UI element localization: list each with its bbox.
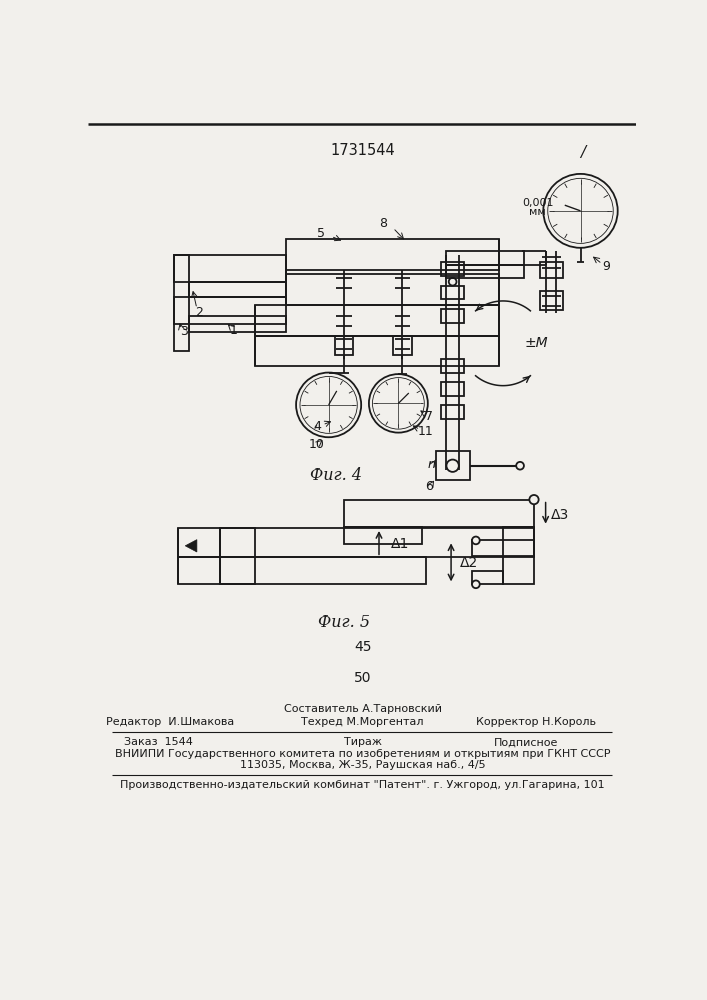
Bar: [446, 265, 524, 278]
Bar: [441, 405, 464, 419]
Bar: [220, 557, 426, 584]
Text: Δ2: Δ2: [460, 556, 479, 570]
Bar: [286, 239, 499, 270]
Bar: [255, 336, 499, 366]
Text: Редактор  И.Шмакова: Редактор И.Шмакова: [105, 717, 234, 727]
Bar: [441, 309, 464, 323]
Bar: [344, 500, 534, 527]
Text: 6: 6: [426, 480, 433, 493]
Bar: [540, 262, 563, 278]
Text: 0,001: 0,001: [522, 198, 554, 208]
Text: Техред М.Моргентал: Техред М.Моргентал: [301, 717, 424, 727]
Bar: [503, 527, 534, 584]
Circle shape: [530, 495, 539, 504]
Bar: [255, 305, 499, 336]
Text: 11: 11: [418, 425, 433, 438]
Text: Фиг. 4: Фиг. 4: [310, 467, 363, 484]
Bar: [344, 527, 421, 544]
Text: n: n: [428, 458, 436, 471]
Bar: [189, 316, 286, 332]
Text: 1731544: 1731544: [330, 143, 395, 158]
Circle shape: [446, 460, 459, 472]
Bar: [286, 274, 499, 305]
Bar: [441, 359, 464, 373]
Text: Δ1: Δ1: [391, 536, 409, 550]
Bar: [174, 255, 189, 351]
Bar: [446, 251, 524, 265]
Bar: [436, 451, 470, 480]
Text: 50: 50: [354, 671, 371, 685]
Bar: [441, 262, 464, 276]
Text: Составитель А.Тарновский: Составитель А.Тарновский: [284, 704, 442, 714]
Text: Производственно-издательский комбинат "Патент". г. Ужгород, ул.Гагарина, 101: Производственно-издательский комбинат "П…: [120, 780, 605, 790]
Text: 9: 9: [602, 260, 610, 273]
Bar: [441, 286, 464, 299]
Circle shape: [472, 537, 480, 544]
Text: 1: 1: [230, 324, 238, 337]
Bar: [177, 528, 255, 557]
Bar: [393, 336, 411, 355]
Circle shape: [449, 278, 457, 286]
Text: Тираж: Тираж: [344, 737, 382, 747]
Text: /: /: [580, 145, 585, 160]
Text: ВНИИПИ Государственного комитета по изобретениям и открытиям при ГКНТ СССР: ВНИИПИ Государственного комитета по изоб…: [115, 749, 610, 759]
Text: Фиг. 5: Фиг. 5: [318, 614, 370, 631]
Bar: [540, 291, 563, 310]
Circle shape: [516, 462, 524, 470]
Text: 113035, Москва, Ж-35, Раушская наб., 4/5: 113035, Москва, Ж-35, Раушская наб., 4/5: [240, 760, 486, 770]
Text: 5: 5: [317, 227, 325, 240]
Text: Корректор Н.Король: Корректор Н.Король: [477, 717, 596, 727]
Text: 7: 7: [426, 410, 433, 423]
Bar: [174, 297, 286, 324]
Polygon shape: [185, 540, 197, 552]
Text: 45: 45: [354, 640, 371, 654]
Bar: [177, 557, 255, 584]
Bar: [472, 571, 503, 584]
Text: 10: 10: [309, 438, 325, 451]
Bar: [174, 255, 286, 282]
Text: Подписное: Подписное: [494, 737, 559, 747]
Bar: [472, 540, 534, 556]
Bar: [441, 382, 464, 396]
Text: 3: 3: [180, 325, 187, 338]
Bar: [335, 336, 354, 355]
Text: Δ3: Δ3: [551, 508, 569, 522]
Bar: [189, 282, 286, 297]
Text: мм: мм: [530, 207, 547, 217]
Text: 2: 2: [195, 306, 203, 319]
Circle shape: [472, 580, 480, 588]
Bar: [220, 528, 534, 557]
Text: ±M: ±M: [525, 336, 548, 350]
Text: 8: 8: [379, 217, 387, 230]
Text: Заказ  1544: Заказ 1544: [124, 737, 192, 747]
Text: 4: 4: [313, 420, 321, 433]
